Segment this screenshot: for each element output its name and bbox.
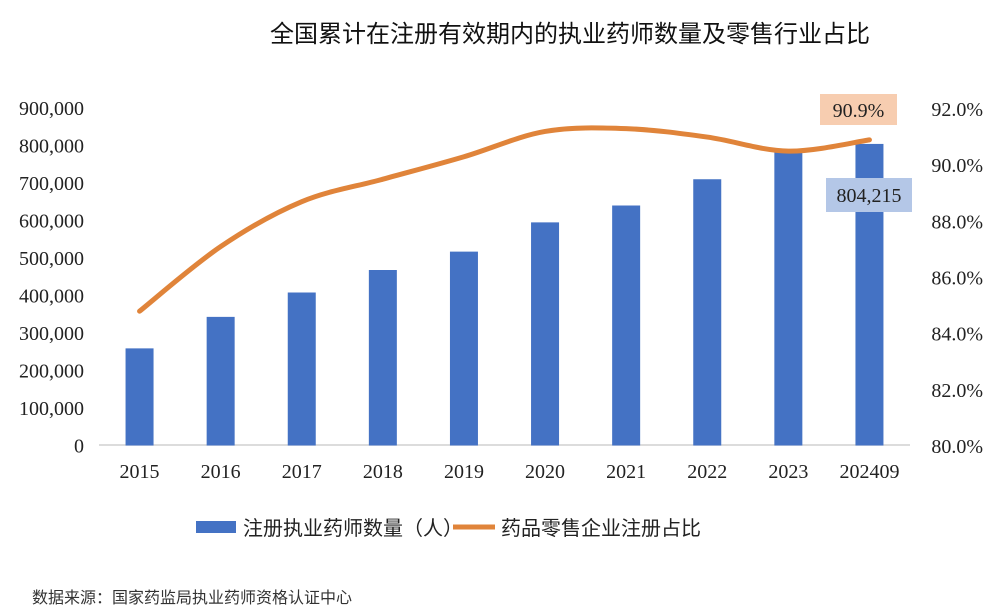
x-tick-label: 2018 — [363, 461, 403, 483]
y-left-tick-label: 400,000 — [19, 286, 84, 308]
bar — [612, 205, 641, 446]
bar — [287, 292, 316, 446]
y-left-tick-label: 200,000 — [19, 361, 84, 383]
y-right-tick-label: 82.0% — [931, 380, 983, 402]
chart-title: 全国累计在注册有效期内的执业药师数量及零售行业占比 — [270, 20, 870, 48]
x-tick-label: 2016 — [201, 461, 241, 483]
x-tick-label: 202409 — [839, 461, 899, 483]
line-data-label-text: 90.9% — [833, 100, 885, 122]
y-right-tick-label: 92.0% — [931, 99, 983, 121]
bar-data-label-box — [826, 178, 912, 212]
legend-bar-label: 注册执业药师数量（人） — [243, 516, 463, 540]
bar — [125, 348, 154, 446]
y-right-tick-label: 90.0% — [931, 155, 983, 177]
legend-line-label: 药品零售企业注册占比 — [501, 516, 701, 540]
source-note: 数据来源：国家药监局执业药师资格认证中心 — [32, 588, 352, 607]
x-tick-label: 2020 — [525, 461, 565, 483]
y-left-tick-label: 500,000 — [19, 248, 84, 270]
y-left-tick-label: 100,000 — [19, 398, 84, 420]
y-right-tick-label: 88.0% — [931, 211, 983, 233]
line-data-label-box — [820, 94, 897, 125]
bar — [206, 316, 235, 446]
y-right-tick-label: 86.0% — [931, 268, 983, 290]
y-right-tick-label: 80.0% — [931, 436, 983, 458]
line-series — [137, 125, 872, 314]
y-right-tick-label: 84.0% — [931, 324, 983, 346]
bar — [531, 222, 560, 446]
legend: 注册执业药师数量（人） 药品零售企业注册占比 — [196, 516, 701, 540]
y-axis-left: 0 100,000 200,000 300,000 400,000 500,000 600,… — [19, 98, 84, 458]
bar — [449, 251, 478, 446]
y-left-tick-label: 700,000 — [19, 173, 84, 195]
bar — [774, 149, 803, 446]
x-axis: 2015 2016 2017 2018 2019 2020 2021 2022 2023 2024… — [120, 461, 900, 483]
x-tick-label: 2015 — [120, 461, 160, 483]
x-tick-label: 2023 — [768, 461, 808, 483]
bar — [368, 270, 397, 446]
bar-data-label: 804,215 — [826, 178, 912, 212]
y-axis-right: 80.0% 82.0% 84.0% 86.0% 88.0% 90.0% 92.0% — [931, 99, 983, 458]
x-tick-label: 2019 — [444, 461, 484, 483]
legend-bar-swatch — [196, 521, 236, 533]
y-left-tick-label: 300,000 — [19, 323, 84, 345]
bar-series — [125, 143, 884, 446]
y-left-tick-label: 800,000 — [19, 136, 84, 158]
bar-data-label-text: 804,215 — [837, 185, 902, 207]
y-left-tick-label: 900,000 — [19, 98, 84, 120]
x-tick-label: 2017 — [282, 461, 322, 483]
x-tick-label: 2021 — [606, 461, 646, 483]
x-tick-label: 2022 — [687, 461, 727, 483]
bar — [693, 179, 722, 446]
y-left-tick-label: 600,000 — [19, 211, 84, 233]
line-data-label: 90.9% — [820, 94, 897, 125]
y-left-tick-label: 0 — [74, 436, 84, 458]
